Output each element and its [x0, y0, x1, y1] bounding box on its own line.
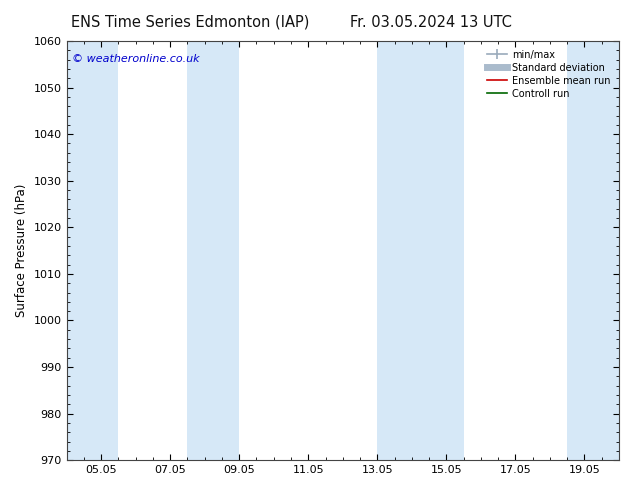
Text: © weatheronline.co.uk: © weatheronline.co.uk — [72, 53, 200, 64]
Bar — [63, 41, 119, 460]
Bar — [188, 41, 239, 460]
Y-axis label: Surface Pressure (hPa): Surface Pressure (hPa) — [15, 184, 28, 318]
Bar — [377, 41, 463, 460]
Legend: min/max, Standard deviation, Ensemble mean run, Controll run: min/max, Standard deviation, Ensemble me… — [484, 46, 614, 102]
Bar — [567, 41, 623, 460]
Text: Fr. 03.05.2024 13 UTC: Fr. 03.05.2024 13 UTC — [350, 15, 512, 30]
Text: ENS Time Series Edmonton (IAP): ENS Time Series Edmonton (IAP) — [71, 15, 309, 30]
